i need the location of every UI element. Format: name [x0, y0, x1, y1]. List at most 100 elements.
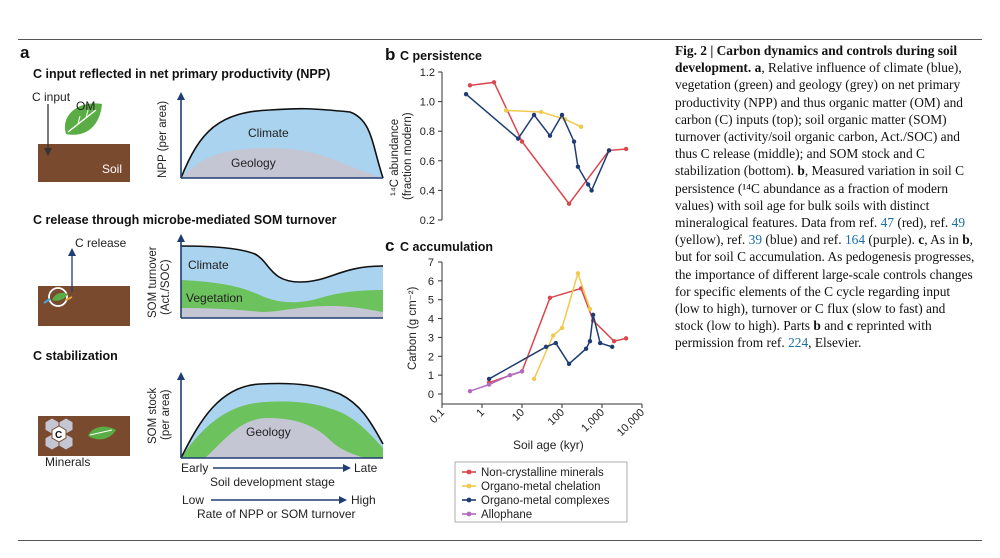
soil-icon-release	[38, 248, 130, 326]
axis1-end: Late	[354, 461, 378, 475]
panel-c-data-point	[507, 372, 513, 378]
caption-c-letter-2: c	[846, 318, 853, 334]
panel-b-ylabel-2: (fraction modern)	[402, 112, 414, 200]
turnover-ylabel-2: (Act./SOC)	[160, 259, 172, 315]
panel-b-data-point	[531, 112, 537, 118]
c-input-label: C input	[32, 90, 71, 104]
panel-c-data-point	[553, 340, 559, 346]
caption-text-purple: (purple).	[868, 232, 915, 248]
panel-c-letter: c	[385, 236, 394, 255]
leaf-icon	[64, 103, 102, 135]
legend-entry-label: Non-crystalline minerals	[481, 467, 604, 479]
figure-caption: Fig. 2 | Carbon dynamics and controls du…	[675, 42, 975, 352]
panel-b-series-line	[465, 93, 610, 193]
panel-c-title: C accumulation	[400, 240, 493, 254]
legend: Non-crystalline minerals Organo-metal che…	[462, 467, 610, 521]
panel-c-x-ticks: 0.1 1 10 100 1,000 10,000	[428, 404, 647, 439]
caption-text-yellow: (yellow), ref.	[675, 232, 746, 248]
release-title: C release through microbe-mediated SOM t…	[33, 213, 337, 227]
panel-c-data-point	[575, 271, 581, 276]
panel-b-ytick-label: 0.8	[420, 126, 435, 138]
panel-c-xtick-label: 1	[474, 407, 487, 420]
panel-c-data-point	[486, 382, 492, 387]
panel-b-letter: b	[385, 45, 395, 64]
axis2-label: Rate of NPP or SOM turnover	[197, 507, 356, 521]
panel-b-ytick-label: 1.2	[420, 67, 435, 79]
panel-b-data-point	[606, 148, 612, 153]
panel-c-data-point	[566, 361, 572, 367]
minerals-label: Minerals	[45, 455, 90, 469]
panel-c-data-point	[610, 344, 615, 350]
legend-box	[454, 461, 628, 523]
panel-c-data-point	[559, 325, 565, 331]
c-release-label: C release	[75, 236, 127, 250]
panel-b-series-line	[469, 81, 627, 205]
panel-b-ytick-label: 0.2	[420, 215, 435, 227]
npp-geology-label: Geology	[231, 156, 276, 170]
caption-text-blue: (blue) and ref.	[765, 232, 842, 248]
panel-c-xtick-label: 100	[546, 407, 567, 428]
panel-c-data-point	[590, 312, 596, 317]
legend-entry-label: Organo-metal complexes	[481, 495, 610, 507]
panel-a-letter: a	[20, 43, 30, 62]
panel-c-series-line	[488, 314, 613, 380]
panel-c-data-point	[587, 306, 593, 312]
panel-c-data-point	[519, 369, 525, 374]
panel-c-xlabel: Soil age (kyr)	[513, 438, 584, 452]
axis2-start: Low	[182, 493, 204, 507]
panel-b-ylabel-1: ¹⁴C abundance	[389, 119, 401, 196]
caption-ref-39[interactable]: 39	[748, 232, 763, 248]
turnover-area-chart	[177, 234, 384, 319]
caption-ref-224[interactable]: 224	[788, 335, 809, 351]
caption-text-end: , Elsevier.	[808, 335, 862, 351]
npp-climate-label: Climate	[248, 126, 289, 140]
caption-b-letter-3: b	[813, 318, 821, 334]
panel-c-data-point	[587, 339, 593, 344]
panel-c-data-point	[486, 376, 492, 382]
panel-b-data-point	[467, 83, 473, 88]
top-rule	[18, 39, 982, 40]
panel-b-data-point	[463, 92, 469, 97]
caption-b-letter: b	[797, 163, 805, 179]
stock-geology-label: Geology	[246, 425, 291, 439]
caption-text-a: , Relative influence of climate (blue), …	[675, 60, 963, 179]
panel-b-title: C persistence	[400, 49, 482, 63]
panel-b-series	[463, 80, 629, 206]
axis2-arrow-icon	[339, 496, 347, 504]
caption-text-b: , Measured variation in soil C persisten…	[675, 163, 964, 231]
legend-entry-label: Allophane	[481, 509, 532, 521]
panel-b-data-point	[519, 139, 525, 144]
turnover-vegetation-label: Vegetation	[186, 291, 243, 305]
panel-c-data-point	[531, 376, 537, 382]
npp-geology-layer	[181, 148, 383, 178]
panel-c-ytick-label: 2	[428, 351, 434, 363]
panel-c-ytick-label: 6	[428, 276, 434, 288]
npp-ylabel: NPP (per area)	[157, 101, 169, 178]
om-label: OM	[76, 99, 95, 113]
panel-b-ytick-label: 0.4	[420, 185, 435, 197]
soil-icon-minerals	[38, 416, 130, 456]
panel-b-data-point	[566, 201, 572, 206]
panel-b-data-point	[575, 164, 581, 169]
panel-c-ytick-label: 0	[428, 389, 434, 401]
panel-c-ylabel: Carbon (g cm⁻²)	[407, 286, 419, 370]
soil-icon-input	[38, 103, 130, 182]
panel-b-data-point	[571, 139, 577, 144]
panel-b-data-point	[623, 146, 629, 152]
caption-ref-164[interactable]: 164	[844, 232, 866, 248]
turnover-geology-layer	[181, 306, 383, 318]
panel-b-data-point	[538, 109, 544, 115]
stock-area-chart	[177, 372, 384, 459]
legend-swatch-dot	[466, 511, 472, 517]
caption-ref-47[interactable]: 47	[880, 215, 894, 231]
caption-c-letter: c	[918, 232, 925, 248]
caption-ref-49[interactable]: 49	[951, 215, 966, 231]
panel-c-ytick-label: 1	[428, 370, 434, 382]
panel-c-data-point	[623, 336, 629, 341]
caption-fig-title: Fig. 2 | Carbon dynamics and controls du…	[675, 43, 958, 76]
legend-swatch-dot	[466, 497, 472, 503]
mineral-hexagons-icon	[44, 417, 74, 451]
panel-b-data-point	[491, 80, 497, 85]
panel-c-data-point	[583, 346, 589, 351]
